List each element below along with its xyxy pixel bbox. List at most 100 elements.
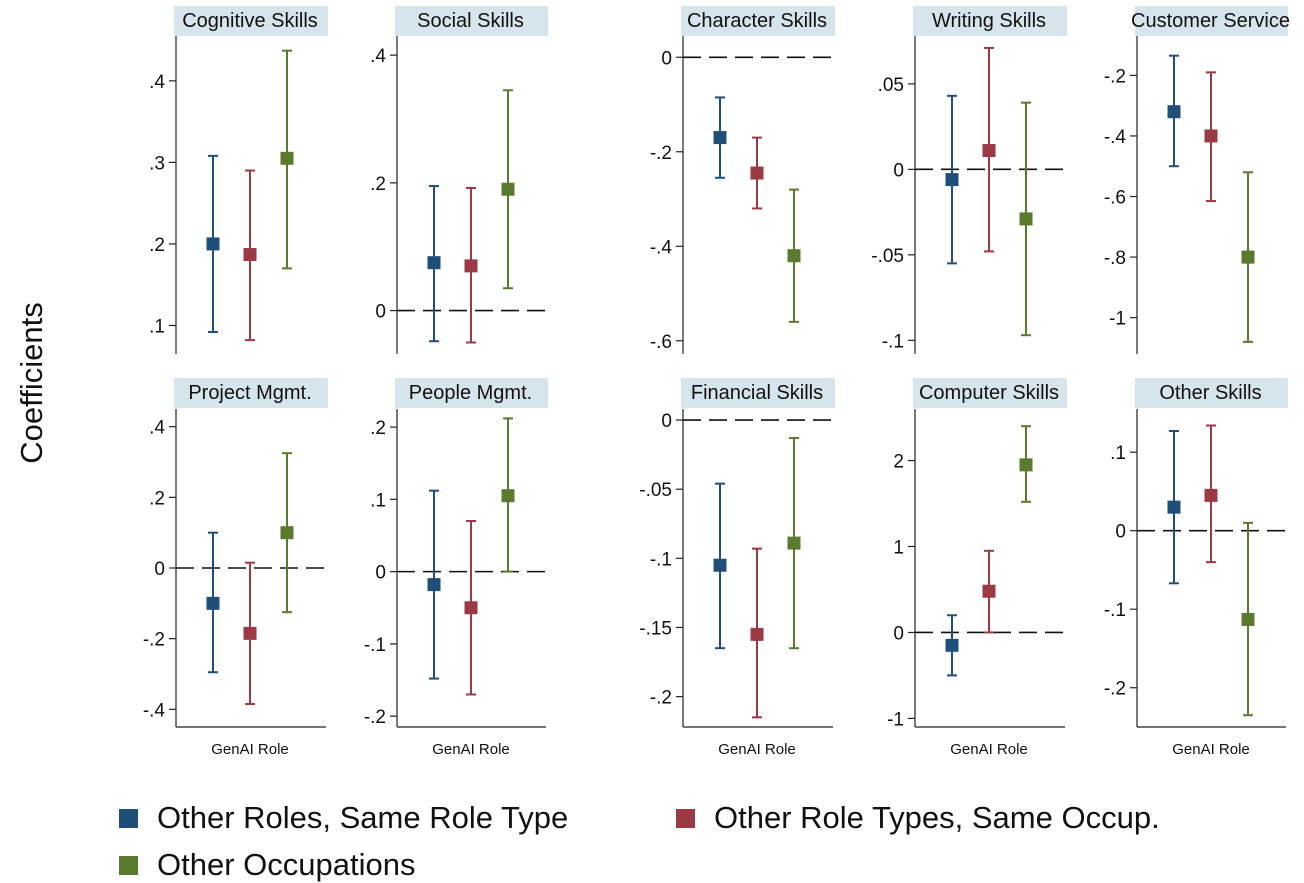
estimate-marker-other-skills-2 xyxy=(1241,612,1255,626)
y-tick-label-project-mgmt: .4 xyxy=(149,418,165,439)
y-tick-label-writing-skills: -.05 xyxy=(871,246,904,267)
x-axis-label-people-mgmt: GenAI Role xyxy=(432,741,510,758)
legend-swatch-blue xyxy=(119,808,138,828)
estimate-marker-project-mgmt-1 xyxy=(243,626,257,640)
legend-swatch-green xyxy=(119,855,138,875)
y-tick-label-social-skills: 0 xyxy=(375,302,386,323)
y-tick-label-computer-skills: 2 xyxy=(893,452,904,473)
legend-entry-other-role-types: Other Role Types, Same Occup. xyxy=(676,800,1160,836)
panel-title-cognitive-skills: Cognitive Skills xyxy=(182,10,318,32)
panel-title-bg-people-mgmt xyxy=(395,378,548,408)
panel-title-computer-skills: Computer Skills xyxy=(919,382,1059,404)
y-tick-label-other-skills: 0 xyxy=(1115,522,1126,543)
legend-entry-other-roles: Other Roles, Same Role Type xyxy=(119,800,568,836)
y-tick-label-computer-skills: -1 xyxy=(887,709,904,730)
y-tick-label-cognitive-skills: .4 xyxy=(149,72,165,93)
estimate-marker-people-mgmt-1 xyxy=(464,601,478,615)
panel-title-customer-service: Customer Service xyxy=(1131,10,1290,32)
y-tick-label-social-skills: .2 xyxy=(370,174,386,195)
panel-title-bg-financial-skills xyxy=(681,378,835,408)
panel-title-bg-project-mgmt xyxy=(174,378,328,408)
panel-title-bg-writing-skills xyxy=(913,6,1067,36)
x-axis-label-project-mgmt: GenAI Role xyxy=(211,741,289,758)
y-tick-label-other-skills: -.2 xyxy=(1104,679,1126,700)
y-tick-label-writing-skills: 0 xyxy=(893,160,904,181)
panel-title-bg-customer-service xyxy=(1135,6,1288,36)
estimate-marker-social-skills-1 xyxy=(464,259,478,273)
y-tick-label-other-skills: -.1 xyxy=(1104,600,1126,621)
y-tick-label-project-mgmt: -.2 xyxy=(143,630,165,651)
estimate-marker-financial-skills-1 xyxy=(750,627,764,641)
estimate-marker-computer-skills-0 xyxy=(945,638,959,652)
panel-title-project-mgmt: Project Mgmt. xyxy=(188,382,311,404)
y-tick-label-character-skills: -.2 xyxy=(650,143,672,164)
y-tick-label-character-skills: 0 xyxy=(661,48,672,69)
estimate-marker-character-skills-1 xyxy=(750,166,764,180)
y-tick-label-financial-skills: 0 xyxy=(661,411,672,432)
y-tick-label-cognitive-skills: .3 xyxy=(149,153,165,174)
y-tick-label-cognitive-skills: .1 xyxy=(149,316,165,337)
panel-title-bg-other-skills xyxy=(1135,378,1288,408)
estimate-marker-other-skills-1 xyxy=(1204,488,1218,502)
y-tick-label-social-skills: .4 xyxy=(370,46,386,67)
estimate-marker-character-skills-0 xyxy=(713,131,727,145)
panel-title-bg-social-skills xyxy=(395,6,548,36)
chart-figure: Cognitive Skills .1 .2 .3 .4 Social Skills 0 .2… xyxy=(143,6,1290,758)
y-tick-label-computer-skills: 1 xyxy=(893,538,904,559)
estimate-marker-other-skills-0 xyxy=(1167,500,1181,514)
estimate-marker-social-skills-0 xyxy=(427,256,441,270)
panel-title-writing-skills: Writing Skills xyxy=(932,10,1046,32)
panel-title-financial-skills: Financial Skills xyxy=(691,382,823,404)
legend-label-other-role-types: Other Role Types, Same Occup. xyxy=(714,800,1160,835)
estimate-marker-writing-skills-2 xyxy=(1019,212,1033,226)
estimate-marker-project-mgmt-2 xyxy=(280,526,294,540)
y-tick-label-financial-skills: -.1 xyxy=(650,549,672,570)
y-tick-label-writing-skills: .05 xyxy=(878,75,904,96)
x-axis-label-financial-skills: GenAI Role xyxy=(718,741,796,758)
estimate-marker-people-mgmt-2 xyxy=(501,489,515,503)
estimate-marker-character-skills-2 xyxy=(787,249,801,263)
estimate-marker-financial-skills-2 xyxy=(787,536,801,550)
estimate-marker-cognitive-skills-0 xyxy=(206,237,220,251)
panel-title-bg-cognitive-skills xyxy=(174,6,328,36)
x-axis-label-computer-skills: GenAI Role xyxy=(950,741,1028,758)
y-tick-label-project-mgmt: .2 xyxy=(149,488,165,509)
y-tick-label-people-mgmt: 0 xyxy=(375,563,386,584)
y-tick-label-character-skills: -.6 xyxy=(650,332,672,353)
panel-title-character-skills: Character Skills xyxy=(687,10,827,32)
y-tick-label-financial-skills: -.05 xyxy=(639,480,672,501)
estimate-marker-cognitive-skills-2 xyxy=(280,151,294,165)
estimate-marker-writing-skills-0 xyxy=(945,173,959,187)
y-tick-label-people-mgmt: -.2 xyxy=(364,707,386,728)
y-tick-label-cognitive-skills: .2 xyxy=(149,235,165,256)
estimate-marker-social-skills-2 xyxy=(501,182,515,196)
estimate-marker-customer-service-1 xyxy=(1204,129,1218,143)
y-tick-label-customer-service: -.2 xyxy=(1104,66,1126,87)
y-tick-label-financial-skills: -.15 xyxy=(639,618,672,639)
estimate-marker-customer-service-2 xyxy=(1241,250,1255,264)
estimate-marker-computer-skills-2 xyxy=(1019,458,1033,472)
legend-label-other-roles: Other Roles, Same Role Type xyxy=(157,800,569,835)
panel-title-other-skills: Other Skills xyxy=(1159,382,1261,404)
estimate-marker-project-mgmt-0 xyxy=(206,596,220,610)
x-axis-label-other-skills: GenAI Role xyxy=(1172,741,1250,758)
y-tick-label-other-skills: .1 xyxy=(1110,443,1126,464)
panel-title-social-skills: Social Skills xyxy=(417,10,524,32)
estimate-marker-customer-service-0 xyxy=(1167,105,1181,119)
y-tick-label-financial-skills: -.2 xyxy=(650,688,672,709)
legend-entry-other-occupations: Other Occupations xyxy=(119,847,415,883)
y-tick-label-project-mgmt: 0 xyxy=(154,559,165,580)
y-tick-label-customer-service: -.6 xyxy=(1104,188,1126,209)
estimate-marker-computer-skills-1 xyxy=(982,584,996,598)
y-tick-label-people-mgmt: -.1 xyxy=(364,635,386,656)
y-tick-label-people-mgmt: .1 xyxy=(370,490,386,511)
panel-title-bg-computer-skills xyxy=(913,378,1067,408)
panel-title-people-mgmt: People Mgmt. xyxy=(409,382,532,404)
legend-label-other-occupations: Other Occupations xyxy=(157,847,416,882)
y-tick-label-customer-service: -.8 xyxy=(1104,248,1126,269)
legend-swatch-red xyxy=(676,808,695,828)
y-tick-label-customer-service: -1 xyxy=(1109,309,1126,330)
estimate-marker-writing-skills-1 xyxy=(982,144,996,158)
panel-title-bg-character-skills xyxy=(681,6,835,36)
estimate-marker-financial-skills-0 xyxy=(713,558,727,572)
